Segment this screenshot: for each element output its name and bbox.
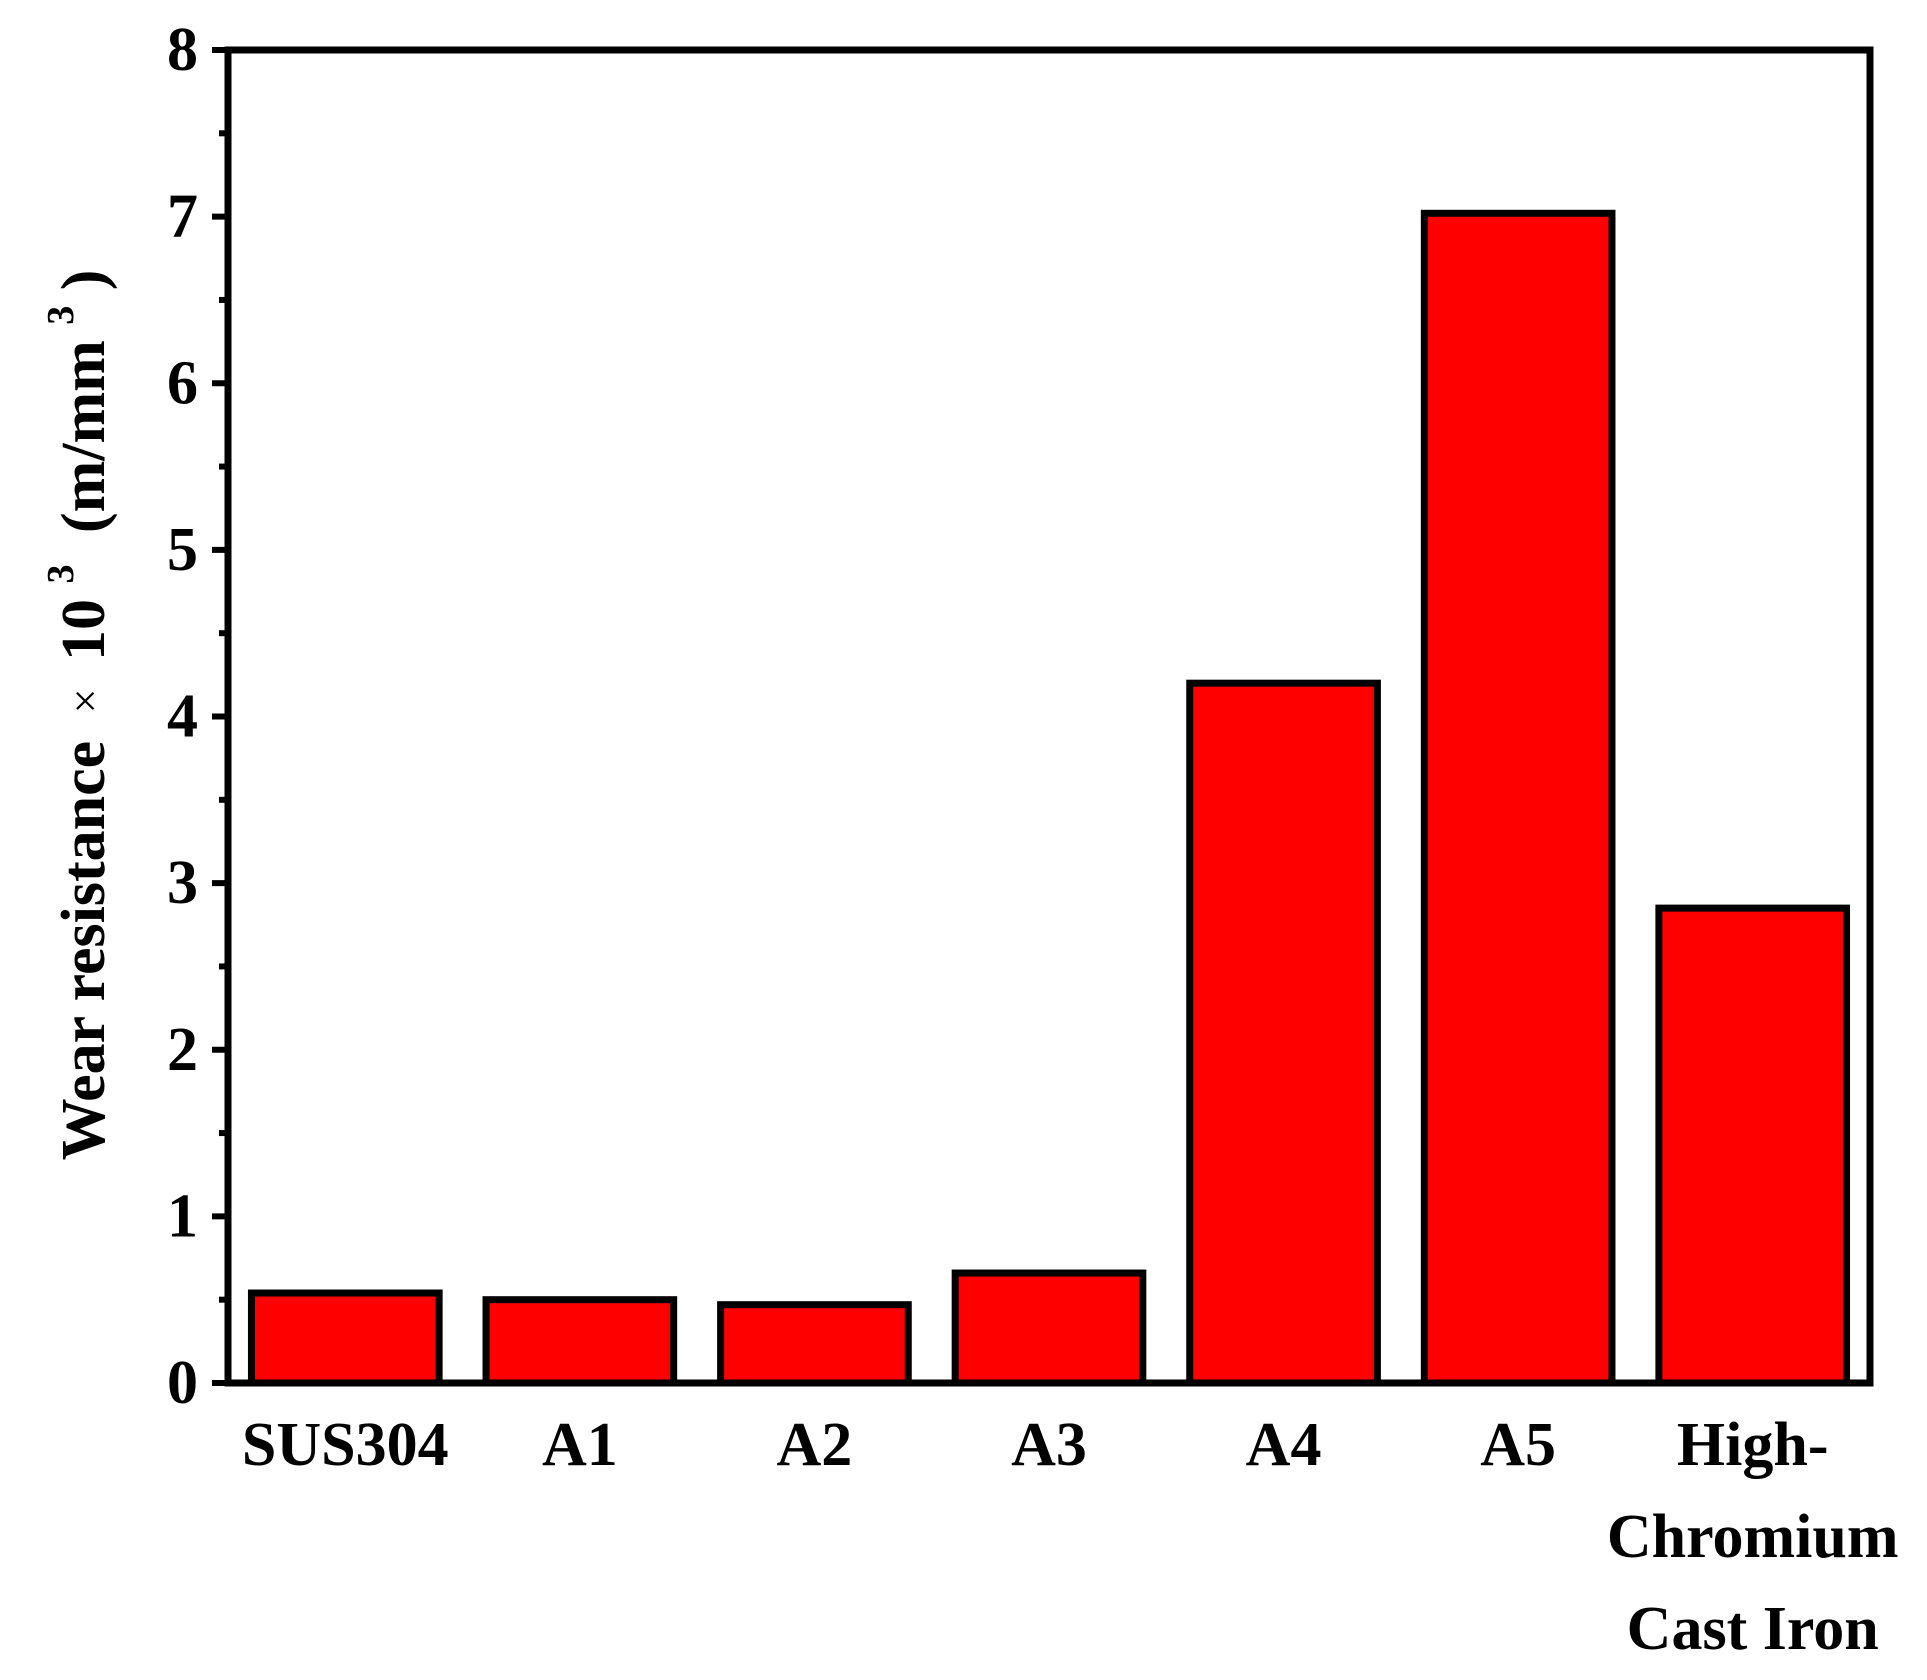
bar-3	[951, 1269, 1147, 1387]
y-axis-title-unit-open: (m/mm	[50, 340, 118, 533]
x-tick-label: SUS304	[242, 1411, 449, 1479]
x-tick-label: A1	[542, 1411, 618, 1479]
y-tick-label: 6	[167, 349, 198, 417]
bar-5	[1420, 209, 1616, 1387]
y-tick-label: 2	[167, 1016, 198, 1084]
y-tick-label: 8	[167, 16, 198, 84]
x-tick-label: A3	[1011, 1411, 1087, 1479]
x-category-labels: SUS304 A1 A2 A3 A4 A5 High-Chromium Cast Iron	[242, 1411, 1899, 1663]
plot-frame	[224, 46, 1874, 1387]
y-tick-label: 3	[167, 849, 198, 917]
bar-1	[482, 1296, 678, 1387]
bar-4	[1186, 679, 1381, 1387]
y-axis-title-unit-close: )	[50, 270, 118, 291]
x-tick-label: High-Chromium Cast Iron	[1607, 1411, 1899, 1663]
y-axis-title-main: Wear resistance	[50, 741, 118, 1161]
y-tick-labels: 0 1 2 3 4 5 6 7 8	[167, 16, 198, 1417]
y-axis-title-unit-exp: 3	[40, 306, 82, 325]
bar-0	[247, 1289, 443, 1387]
bars-group	[247, 209, 1851, 1387]
y-tick-label: 7	[167, 183, 198, 251]
bar-2	[717, 1301, 912, 1387]
bar-6	[1655, 904, 1851, 1387]
x-tick-label: A4	[1246, 1411, 1322, 1479]
y-tick-label: 0	[167, 1349, 198, 1417]
x-tick-label: A5	[1480, 1411, 1556, 1479]
x-tick-label: A2	[777, 1411, 853, 1479]
y-axis-title: Wear resistance × 10 3 (m/mm 3 )	[24, 270, 118, 1161]
y-tick-label: 1	[167, 1182, 198, 1250]
y-axis-title-times: ×	[61, 689, 110, 714]
y-axis-title-base: 10	[50, 599, 118, 661]
y-axis-title-exp: 3	[40, 565, 82, 584]
y-tick-label: 5	[167, 516, 198, 584]
y-tick-label: 4	[167, 683, 198, 751]
